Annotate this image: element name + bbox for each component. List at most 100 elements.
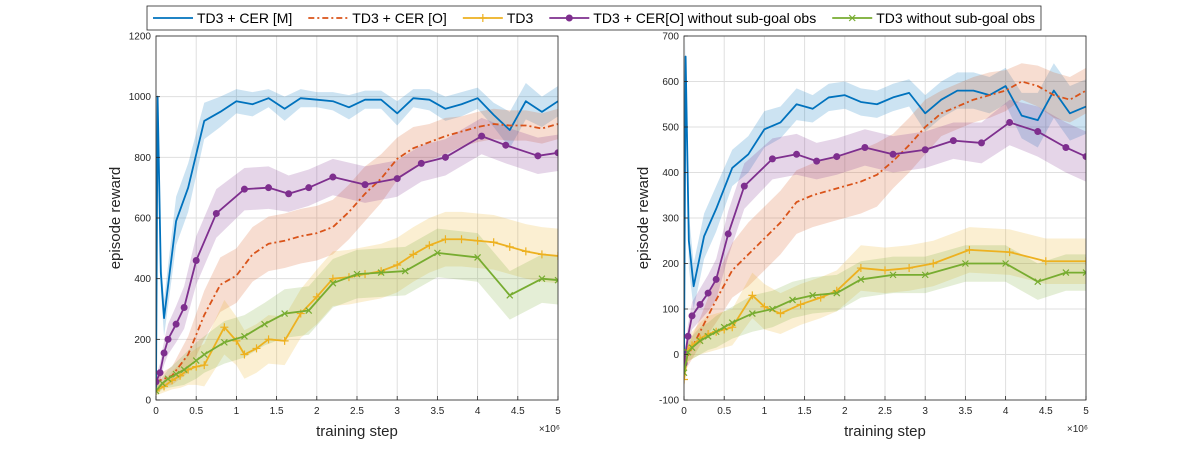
right-point-td3-cer-o-without-sub-goal-obs-12	[861, 143, 869, 151]
right-point-td3-without-sub-goal-obs-16	[961, 260, 969, 267]
left-point-td3-11	[264, 335, 273, 344]
right-point-td3-without-sub-goal-obs-5	[712, 328, 720, 336]
left-point-td3-without-sub-goal-obs-6	[200, 351, 208, 358]
legend-marker-td3-cer-o-without-sub-goal-obs	[565, 14, 573, 22]
left-point-td3-cer-o-without-sub-goal-obs-10	[285, 190, 293, 198]
right-point-td3-cer-o-without-sub-goal-obs-3	[696, 300, 704, 308]
left-line-td3-cer-o	[156, 123, 558, 383]
left-xtick-label-8: 4	[475, 406, 481, 417]
right-xtick-label-9: 4.5	[1039, 406, 1053, 417]
left-point-td3-9	[240, 350, 249, 359]
left-point-td3-cer-o-without-sub-goal-obs-4	[172, 320, 180, 328]
right-line-td3-cer-o	[684, 80, 1086, 365]
left-point-td3-cer-o-without-sub-goal-obs-11	[305, 184, 313, 192]
right-y-axis-label: episode reward	[635, 167, 652, 270]
left-point-td3-without-sub-goal-obs-3	[172, 370, 180, 378]
right-band-td3-cer-m	[684, 38, 1086, 378]
right-point-td3-14	[856, 264, 865, 273]
right-point-td3-cer-o-without-sub-goal-obs-19	[1062, 143, 1070, 151]
right-xtick-label-3: 1.5	[798, 406, 812, 417]
right-xtick-label-4: 2	[842, 406, 848, 417]
right-point-td3-without-sub-goal-obs-17	[1002, 260, 1010, 267]
right-xtick-label-0: 0	[681, 406, 687, 417]
right-point-td3-16	[905, 264, 914, 273]
left-point-td3-without-sub-goal-obs-19	[538, 275, 546, 283]
right-ytick-label-6: 500	[662, 123, 679, 134]
right-point-td3-cer-o-without-sub-goal-obs-13	[889, 150, 897, 158]
left-band-td3-without-sub-goal-obs	[156, 228, 558, 396]
left-xtick-label-4: 2	[314, 406, 320, 417]
left-point-td3-without-sub-goal-obs-2	[164, 375, 172, 383]
right-band-td3-cer-o-without-sub-goal-obs	[684, 99, 1086, 373]
left-point-td3-cer-o-without-sub-goal-obs-19	[534, 152, 542, 160]
left-xtick-label-0: 0	[153, 406, 159, 417]
left-point-td3-cer-o-without-sub-goal-obs-5	[180, 303, 188, 311]
legend-label-td3-cer-o-without-sub-goal-obs: TD3 + CER[O] without sub-goal obs	[593, 10, 816, 26]
right-point-td3-cer-o-without-sub-goal-obs-11	[833, 153, 841, 161]
right-ytick-label-8: 700	[662, 32, 679, 43]
right-point-td3-without-sub-goal-obs-11	[809, 291, 817, 299]
left-point-td3-cer-o-without-sub-goal-obs-16	[441, 153, 449, 161]
left-point-td3-without-sub-goal-obs-8	[241, 332, 248, 340]
right-point-td3-cer-o-without-sub-goal-obs-10	[813, 157, 821, 165]
right-ytick-label-0: -100	[659, 396, 679, 407]
right-line-td3	[684, 248, 1086, 380]
right-point-td3-cer-o-without-sub-goal-obs-1	[684, 332, 692, 340]
legend-label-td3-cer-o: TD3 + CER [O]	[352, 10, 447, 26]
left-line-td3-cer-m	[156, 95, 558, 391]
left-point-td3-21	[425, 241, 434, 250]
left-point-td3-25	[489, 238, 498, 247]
left-xtick-label-1: 0.5	[189, 406, 203, 417]
right-point-td3-7	[728, 323, 737, 332]
right-point-td3-cer-o-without-sub-goal-obs-16	[977, 139, 985, 147]
right-band-td3-without-sub-goal-obs	[684, 245, 1086, 380]
right-x-axis-label: training step	[844, 423, 926, 440]
left-point-td3-without-sub-goal-obs-5	[192, 357, 200, 364]
right-xtick-label-10: 5	[1083, 406, 1089, 417]
left-point-td3-cer-o-without-sub-goal-obs-8	[240, 185, 248, 193]
right-point-td3-without-sub-goal-obs-6	[720, 323, 728, 331]
right-point-td3-0	[684, 375, 688, 384]
left-ytick-label-1: 200	[134, 335, 151, 346]
right-point-td3-without-sub-goal-obs-18	[1034, 278, 1042, 286]
right-xtick-label-1: 0.5	[717, 406, 731, 417]
left-xtick-label-9: 4.5	[511, 406, 525, 417]
legend-label-td3-cer-m: TD3 + CER [M]	[197, 10, 292, 26]
right-point-td3-without-sub-goal-obs-9	[769, 305, 776, 313]
left-xtick-label-10: 5	[555, 406, 561, 417]
right-point-td3-without-sub-goal-obs-13	[857, 276, 865, 283]
left-point-td3-12	[280, 336, 289, 345]
right-point-td3-cer-o-without-sub-goal-obs-15	[949, 137, 957, 145]
left-x-axis-label: training step	[316, 423, 398, 440]
left-point-td3-22	[441, 235, 450, 244]
right-ytick-label-3: 200	[662, 259, 679, 270]
left-point-td3-10	[252, 344, 261, 353]
right-point-td3-21	[1082, 257, 1086, 266]
left-point-td3-5	[192, 362, 201, 371]
right-point-td3-without-sub-goal-obs-14	[889, 271, 897, 279]
left-point-td3-19	[393, 261, 402, 270]
left-point-td3-cer-o-without-sub-goal-obs-6	[192, 256, 200, 264]
left-point-td3-cer-o-without-sub-goal-obs-20	[554, 149, 558, 157]
right-xtick-label-8: 4	[1003, 406, 1009, 417]
left-point-td3-0	[156, 386, 160, 395]
right-chart: 0 0.5 1 1.5 2 2.5 3 3.5 4 4.5 5-100010020030040050…	[635, 32, 1089, 441]
legend-item-td3-cer-m: TD3 + CER [M]	[153, 10, 292, 26]
right-xtick-label-2: 1	[762, 406, 768, 417]
right-point-td3-20	[1041, 257, 1050, 266]
legend: TD3 + CER [M] TD3 + CER [O] TD3 TD3 + CER[O…	[146, 5, 1042, 31]
right-point-td3-19	[1005, 248, 1014, 257]
right-xtick-label-5: 2.5	[878, 406, 892, 417]
right-point-td3-without-sub-goal-obs-15	[921, 271, 929, 279]
left-point-td3-cer-o-without-sub-goal-obs-0	[156, 378, 160, 386]
right-xtick-label-6: 3	[922, 406, 928, 417]
right-series-group	[684, 38, 1086, 389]
left-xtick-label-7: 3.5	[430, 406, 444, 417]
legend-frame	[146, 5, 1042, 31]
left-band-td3-cer-o	[156, 108, 558, 388]
left-point-td3-cer-o-without-sub-goal-obs-7	[212, 209, 220, 217]
right-band-td3-cer-o	[684, 63, 1086, 373]
right-line-td3-cer-m	[684, 55, 1086, 364]
left-point-td3-without-sub-goal-obs-18	[506, 291, 514, 299]
right-point-td3-cer-o-without-sub-goal-obs-9	[793, 150, 801, 158]
